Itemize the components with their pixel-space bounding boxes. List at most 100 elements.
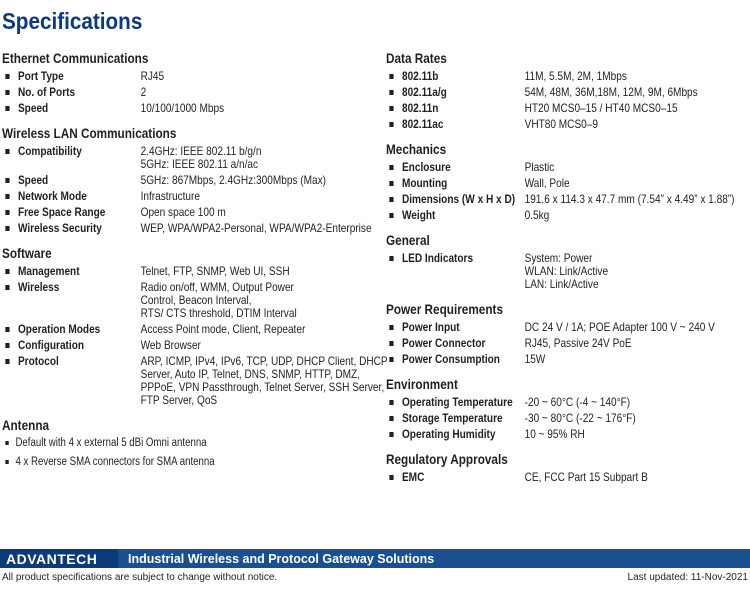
section: Environment Operating Temperature -20 ~ 60… — [386, 376, 743, 441]
bullet — [389, 357, 394, 362]
spec-value: RJ45 — [141, 70, 165, 83]
spec-row: Network Mode Infrastructure — [2, 190, 372, 203]
value-line: CE, FCC Part 15 Subpart B — [524, 470, 648, 484]
section-heading: Data Rates — [386, 50, 447, 66]
value-line: RTS/ CTS threshold, DTIM Interval — [140, 306, 297, 320]
spec-row: Speed 10/100/1000 Mbps — [2, 102, 372, 115]
section-heading: Antenna — [2, 417, 50, 433]
bullet — [5, 106, 10, 111]
footer-tagline: Industrial Wireless and Protocol Gateway… — [128, 552, 435, 566]
bullet-text: 4 x Reverse SMA connectors for SMA anten… — [15, 456, 215, 468]
bullet — [389, 341, 394, 346]
spec-row: Management Telnet, FTP, SNMP, Web UI, SSH — [2, 265, 372, 278]
spec-row: Enclosure Plastic — [386, 161, 743, 174]
value-line: 10/100/1000 Mbps — [140, 101, 225, 115]
spec-value: 2.4GHz: IEEE 802.11 b/g/n 5GHz: IEEE 802.… — [141, 145, 262, 171]
spec-value: HT20 MCS0–15 / HT40 MCS0–15 — [525, 102, 678, 115]
bullet — [5, 359, 10, 364]
bullet — [389, 256, 394, 261]
spec-row: Speed 5GHz: 867Mbps, 2.4GHz:300Mbps (Max) — [2, 174, 372, 187]
spec-label: Operating Temperature — [401, 395, 513, 409]
value-line: 54M, 48M, 36M,18M, 12M, 9M, 6Mbps — [524, 85, 698, 99]
bullet — [5, 269, 10, 274]
spec-value: Open space 100 m — [141, 206, 226, 219]
spec-row: Mounting Wall, Pole — [386, 177, 743, 190]
spec-value: RJ45, Passive 24V PoE — [525, 337, 632, 350]
value-line: 5GHz: 867Mbps, 2.4GHz:300Mbps (Max) — [140, 173, 327, 187]
spec-value: Wall, Pole — [525, 177, 570, 190]
spec-value: Web Browser — [141, 339, 201, 352]
spec-label: Power Consumption — [401, 352, 500, 366]
value-line: LAN: Link/Active — [524, 277, 599, 291]
spec-row: Dimensions (W x H x D) 191.6 x 114.3 x 47… — [386, 193, 743, 206]
spec-label: No. of Ports — [17, 85, 76, 99]
spec-row: LED Indicators System: Power WLAN: Link/Ac… — [386, 252, 743, 291]
section-heading: Wireless LAN Communications — [2, 125, 177, 141]
value-line: 5GHz: IEEE 802.11 a/n/ac — [140, 157, 259, 171]
spec-label: EMC — [401, 470, 425, 484]
bullet — [389, 432, 394, 437]
value-line: DC 24 V / 1A; POE Adapter 100 V ~ 240 V — [524, 320, 715, 334]
bullet-item: Default with 4 x external 5 dBi Omni ant… — [2, 437, 372, 450]
spec-row: 802.11b 11M, 5.5M, 2M, 1Mbps — [386, 70, 743, 83]
spec-row: Weight 0.5kg — [386, 209, 743, 222]
spec-row: Compatibility 2.4GHz: IEEE 802.11 b/g/n 5G… — [2, 145, 372, 171]
value-line: -30 ~ 80°C (-22 ~ 176°F) — [524, 411, 636, 425]
spec-label: Storage Temperature — [401, 411, 503, 425]
spec-row: No. of Ports 2 — [2, 86, 372, 99]
bullet — [389, 325, 394, 330]
bullet — [389, 213, 394, 218]
value-line: Open space 100 m — [140, 205, 226, 219]
section: Power Requirements Power Input DC 24 V / 1… — [386, 301, 743, 366]
bullet — [389, 197, 394, 202]
bullet — [5, 74, 10, 79]
bullet — [5, 441, 9, 445]
spec-row: Operating Temperature -20 ~ 60°C (-4 ~ 14… — [386, 396, 743, 409]
spec-row: Power Consumption 15W — [386, 353, 743, 366]
section: General LED Indicators System: Power WLAN: … — [386, 232, 743, 291]
right-column: Data Rates 802.11b 11M, 5.5M, 2M, 1Mbps 802… — [386, 50, 743, 487]
spec-row: Power Input DC 24 V / 1A; POE Adapter 100… — [386, 321, 743, 334]
spec-label: Speed — [17, 101, 49, 115]
spec-label: Port Type — [17, 69, 64, 83]
spec-value: Telnet, FTP, SNMP, Web UI, SSH — [141, 265, 290, 278]
bullet — [5, 327, 10, 332]
bullet — [389, 122, 394, 127]
spec-value: -30 ~ 80°C (-22 ~ 176°F) — [525, 412, 636, 425]
spec-value: 15W — [525, 353, 546, 366]
value-line: WLAN: Link/Active — [524, 264, 609, 278]
spec-label: Weight — [401, 208, 436, 222]
spec-row: Storage Temperature -30 ~ 80°C (-22 ~ 176… — [386, 412, 743, 425]
spec-value: Access Point mode, Client, Repeater — [141, 323, 306, 336]
value-line: Server, Auto IP, Telnet, DNS, SNMP, HTTP… — [140, 367, 361, 381]
spec-value: 54M, 48M, 36M,18M, 12M, 9M, 6Mbps — [525, 86, 698, 99]
page-title: Specifications — [2, 8, 143, 34]
value-line: Wall, Pole — [524, 176, 570, 190]
spec-row: Wireless Security WEP, WPA/WPA2-Personal,… — [2, 222, 372, 235]
bullet — [5, 210, 10, 215]
bullet — [5, 460, 9, 464]
spec-row: Port Type RJ45 — [2, 70, 372, 83]
spec-label: Wireless Security — [17, 221, 102, 235]
section: Ethernet Communications Port Type RJ45 No. … — [2, 50, 372, 115]
section: Software Management Telnet, FTP, SNMP, Web… — [2, 245, 388, 407]
bullet-text: Default with 4 x external 5 dBi Omni ant… — [15, 437, 207, 449]
spec-row: Operation Modes Access Point mode, Client… — [2, 323, 372, 336]
section: Mechanics Enclosure Plastic Mounting Wall, P… — [386, 141, 743, 222]
spec-row: Wireless Radio on/off, WMM, Output Power C… — [2, 281, 372, 320]
spec-label: Operating Humidity — [401, 427, 496, 441]
value-line: Telnet, FTP, SNMP, Web UI, SSH — [140, 264, 290, 278]
spec-value: WEP, WPA/WPA2-Personal, WPA/WPA2-Enterpr… — [141, 222, 372, 235]
footer-band — [118, 549, 750, 568]
value-line: RJ45, Passive 24V PoE — [524, 336, 632, 350]
spec-value: CE, FCC Part 15 Subpart B — [525, 471, 648, 484]
bullet — [5, 343, 10, 348]
value-line: HT20 MCS0–15 / HT40 MCS0–15 — [524, 101, 678, 115]
value-line: 2.4GHz: IEEE 802.11 b/g/n — [140, 144, 262, 158]
spec-value: 5GHz: 867Mbps, 2.4GHz:300Mbps (Max) — [141, 174, 326, 187]
bullet — [5, 149, 10, 154]
section: Wireless LAN Communications Compatibility… — [2, 125, 372, 235]
value-line: Web Browser — [140, 338, 201, 352]
spec-row: Operating Humidity 10 ~ 95% RH — [386, 428, 743, 441]
